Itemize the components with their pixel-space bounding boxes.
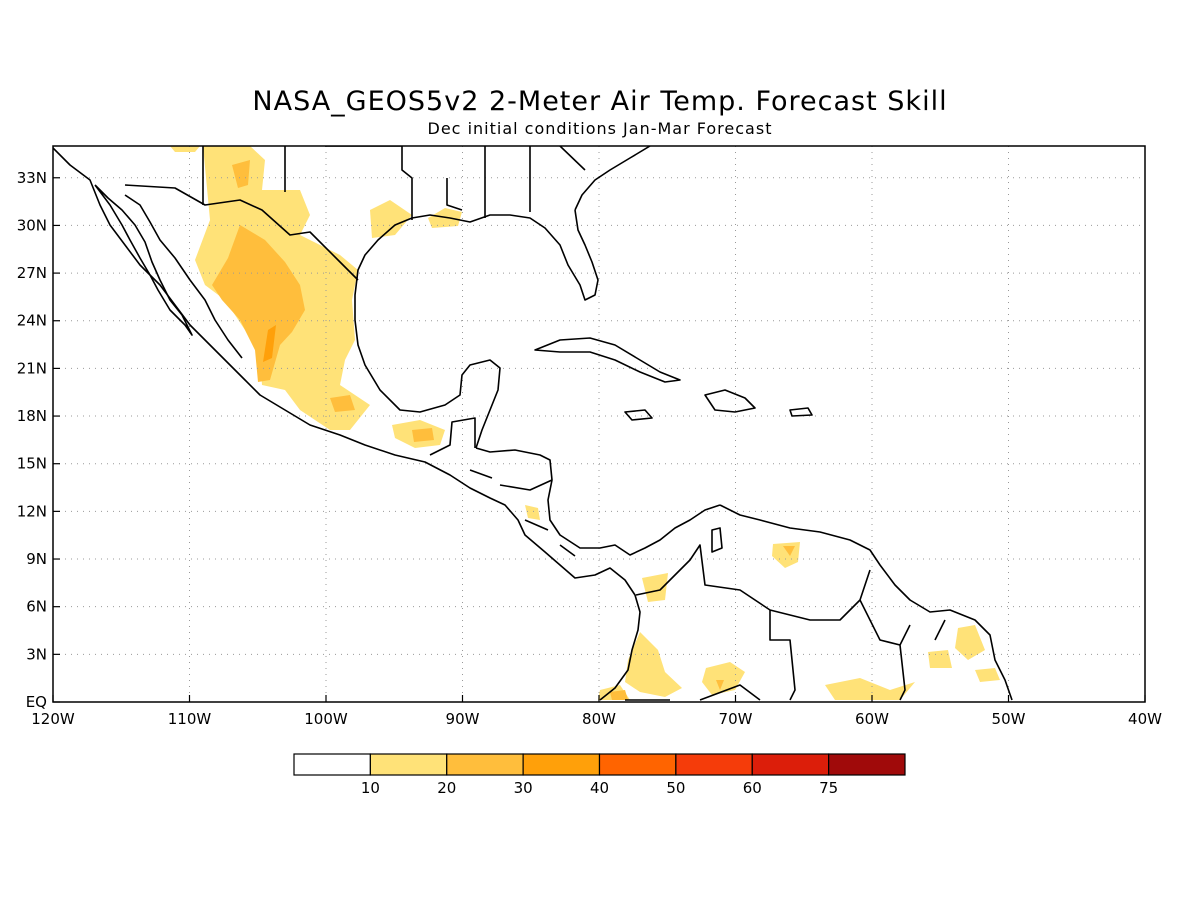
colorbar-label: 50 bbox=[666, 779, 685, 797]
chart-subtitle: Dec initial conditions Jan-Mar Forecast bbox=[427, 119, 773, 138]
colorbar-swatch bbox=[446, 753, 524, 776]
lat-tick-label: EQ bbox=[26, 693, 47, 711]
shade-amaz-medium bbox=[716, 680, 724, 690]
shade-south-medium bbox=[330, 395, 355, 412]
lon-tick-label: 100W bbox=[304, 710, 348, 728]
lon-tick-label: 110W bbox=[168, 710, 212, 728]
lat-tick-label: 6N bbox=[26, 598, 47, 616]
lat-tick-label: 21N bbox=[17, 359, 47, 377]
shade-sierra2-medium bbox=[212, 225, 305, 382]
lon-tick-label: 80W bbox=[582, 710, 616, 728]
colorbar-swatch bbox=[522, 753, 601, 776]
colorbar-label: 30 bbox=[514, 779, 533, 797]
coastlines bbox=[53, 146, 1013, 701]
lat-tick-label: 12N bbox=[17, 502, 47, 520]
colorbar-label: 40 bbox=[590, 779, 609, 797]
colorbar-label: 20 bbox=[437, 779, 456, 797]
colorbar-swatch bbox=[293, 753, 371, 776]
shade-nicaragua-light bbox=[525, 505, 540, 520]
lon-tick-label: 90W bbox=[446, 710, 480, 728]
skill-shading bbox=[170, 146, 1000, 700]
shade-brazil-light bbox=[825, 678, 915, 700]
lat-tick-label: 33N bbox=[17, 169, 47, 187]
shade-peru-medium bbox=[610, 690, 628, 700]
shade-colombia2-light bbox=[625, 632, 682, 697]
lon-tick-label: 60W bbox=[855, 710, 889, 728]
lat-tick-label: 30N bbox=[17, 216, 47, 234]
lat-tick-label: 27N bbox=[17, 264, 47, 282]
lat-tick-label: 9N bbox=[26, 550, 47, 568]
colorbar-swatch bbox=[675, 753, 753, 776]
colorbar-swatch bbox=[369, 753, 448, 776]
shade-guianas2-light bbox=[928, 650, 952, 668]
colorbar-swatch bbox=[598, 753, 677, 776]
shade-amazon-light bbox=[702, 662, 745, 695]
chart-title: NASA_GEOS5v2 2-Meter Air Temp. Forecast … bbox=[252, 86, 948, 117]
colorbar-label: 60 bbox=[743, 779, 762, 797]
shade-ven-medium bbox=[783, 546, 795, 556]
lat-tick-label: 15N bbox=[17, 455, 47, 473]
shade-coast-light bbox=[975, 668, 1000, 682]
shade-guianas-light bbox=[955, 625, 985, 660]
lon-tick-label: 40W bbox=[1128, 710, 1162, 728]
lat-tick-label: 3N bbox=[26, 645, 47, 663]
shade-venezuela-light bbox=[772, 542, 800, 568]
shade-guat-medium bbox=[412, 428, 434, 442]
lon-tick-label: 70W bbox=[719, 710, 753, 728]
colorbar-label: 10 bbox=[361, 779, 380, 797]
lon-tick-label: 120W bbox=[31, 710, 75, 728]
lat-tick-label: 24N bbox=[17, 312, 47, 330]
shade-texas-light bbox=[370, 200, 412, 238]
shade-peak-dark bbox=[263, 325, 276, 362]
map-axes: 120W 110W 100W 90W 80W 70W 60W 50W 40W EQ 3N 6N 9N 12… bbox=[17, 169, 1162, 728]
colorbar: 10 20 30 40 50 60 75 bbox=[293, 753, 906, 797]
colorbar-label: 75 bbox=[819, 779, 838, 797]
colorbar-swatch bbox=[828, 753, 906, 776]
shade-top-light bbox=[170, 146, 200, 152]
lon-tick-label: 50W bbox=[992, 710, 1026, 728]
colorbar-swatch bbox=[751, 753, 830, 776]
shade-sierra-medium bbox=[232, 160, 250, 188]
shade-colombia-light bbox=[642, 573, 668, 602]
lat-tick-label: 18N bbox=[17, 407, 47, 425]
